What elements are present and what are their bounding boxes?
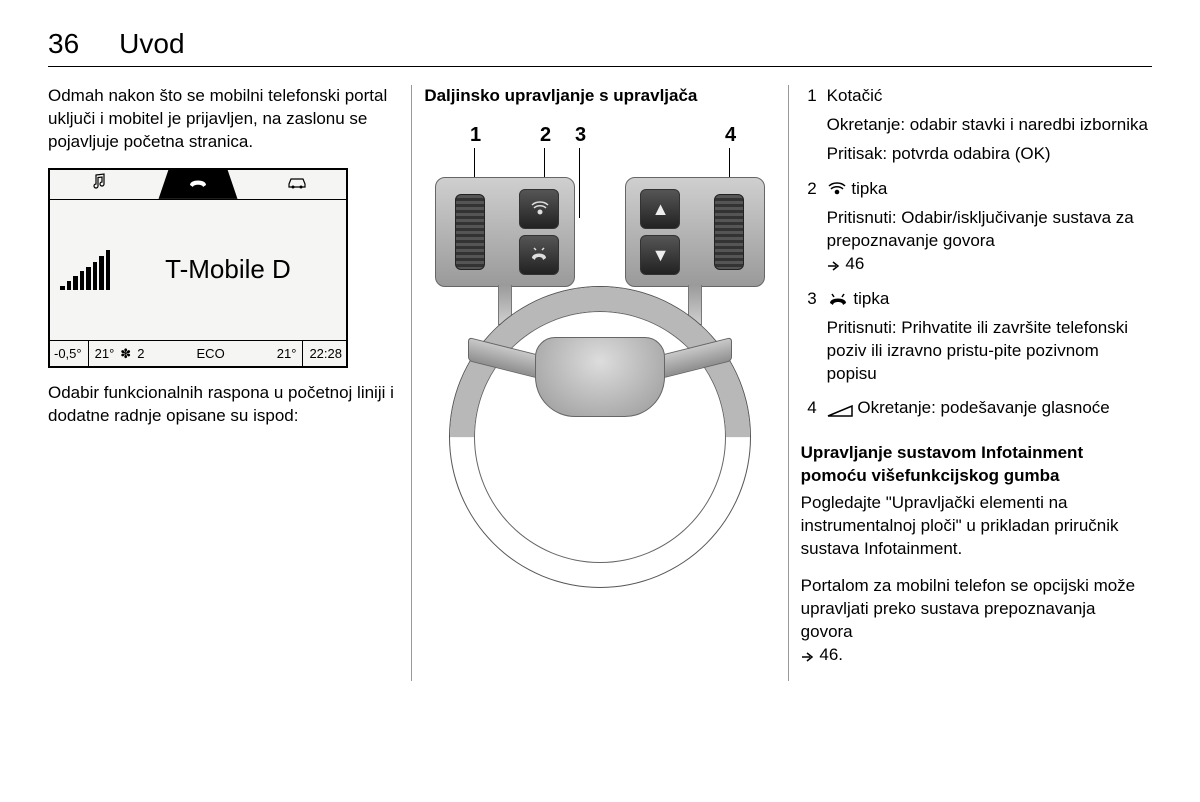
callout-2: 2 [540, 122, 551, 149]
status-clock: 22:28 [309, 345, 342, 363]
page-header: 36 Uvod [48, 28, 1152, 67]
col2-heading: Daljinsko upravljanje s upravljača [424, 85, 775, 108]
content-columns: Odmah nakon što se mobilni telefonski po… [48, 85, 1152, 681]
page-ref-icon [827, 253, 841, 276]
up-button: ▲ [640, 189, 680, 229]
page-ref: 46. [819, 645, 843, 664]
carrier-name: T-Mobile D [110, 252, 346, 287]
leader-3 [579, 148, 580, 218]
volume-icon [827, 398, 853, 421]
page-ref-icon [801, 644, 815, 667]
legend-title-row: tipka [827, 288, 1152, 311]
tab-phone-active [149, 170, 248, 199]
signal-icon [50, 250, 110, 290]
legend-item-1: 1 Kotačić Okretanje: odabir stavki i nar… [801, 85, 1152, 172]
legend-title: Okretanje: podešavanje glasnoće [857, 398, 1109, 417]
legend-num: 1 [801, 85, 817, 172]
column-3: 1 Kotačić Okretanje: odabir stavki i nar… [789, 85, 1152, 681]
intro-paragraph: Odmah nakon što se mobilni telefonski po… [48, 85, 399, 154]
legend-line: Okretanje: odabir stavki i naredbi izbor… [827, 114, 1152, 137]
page-ref: 46 [845, 254, 864, 273]
display-body: T-Mobile D [50, 200, 346, 340]
down-button: ▼ [640, 235, 680, 275]
status-fan-level: 2 [137, 345, 144, 363]
column-2: Daljinsko upravljanje s upravljača 1 2 3… [411, 85, 788, 681]
legend-num: 3 [801, 288, 817, 392]
legend-num: 2 [801, 178, 817, 282]
sub-paragraph-2: Portalom za mobilni telefon se opcijski … [801, 575, 1152, 667]
status-temp-left: 21° [95, 345, 115, 363]
thumbwheel-right [714, 194, 744, 270]
control-pad-left [435, 177, 575, 287]
below-paragraph: Odabir funkcionalnih raspona u početnoj … [48, 382, 399, 428]
legend-line: Pritisak: potvrda odabira (OK) [827, 143, 1152, 166]
fan-icon: ✽ [120, 345, 131, 363]
legend-title-row: tipka [827, 178, 1152, 201]
column-1: Odmah nakon što se mobilni telefonski po… [48, 85, 411, 681]
phone-icon [827, 288, 849, 311]
callout-3: 3 [575, 122, 586, 149]
wheel-hub [535, 337, 665, 417]
status-temp-out: -0,5° [54, 345, 82, 363]
legend-title-row: Okretanje: podešavanje glasnoće [827, 397, 1152, 420]
sub-heading: Upravljanje sustavom Infotainment pomoću… [801, 442, 1152, 488]
legend-title: Kotačić [827, 85, 1152, 108]
legend-item-4: 4 Okretanje: podešavanje glasnoće [801, 397, 1152, 426]
display-tabs [50, 170, 346, 200]
legend-line: Pritisnuti: Prihvatite ili završite tele… [827, 317, 1152, 386]
car-icon [286, 173, 308, 196]
sub-p2-text: Portalom za mobilni telefon se opcijski … [801, 576, 1135, 641]
chapter-title: Uvod [119, 28, 184, 60]
voice-icon [827, 178, 847, 201]
sub-paragraph-1: Pogledajte "Upravljački elementi na inst… [801, 492, 1152, 561]
callout-4: 4 [725, 122, 736, 149]
callout-row: 1 2 3 4 [430, 122, 770, 150]
phone-icon [188, 173, 208, 196]
tab-music [50, 170, 149, 199]
phone-display: T-Mobile D -0,5° 21° ✽ 2 ECO 21° 22:28 [48, 168, 348, 368]
legend-num: 4 [801, 397, 817, 426]
legend-item-2: 2 tipka Pritisnuti: Odabir/isključivanje… [801, 178, 1152, 282]
display-status-bar: -0,5° 21° ✽ 2 ECO 21° 22:28 [50, 340, 346, 366]
legend-line: Pritisnuti: Odabir/isključivanje sustava… [827, 208, 1134, 250]
callout-1: 1 [470, 122, 481, 149]
page-number: 36 [48, 28, 79, 60]
tab-car [247, 170, 346, 199]
legend-title: tipka [851, 179, 887, 198]
wheel-rim [388, 225, 812, 649]
music-icon [90, 172, 108, 197]
thumbwheel-left [455, 194, 485, 270]
status-temp-right: 21° [277, 345, 297, 363]
phone-button [519, 235, 559, 275]
legend-title: tipka [853, 289, 889, 308]
control-pad-right: ▲ ▼ [625, 177, 765, 287]
status-mode: ECO [197, 345, 225, 363]
steering-wheel-figure: 1 2 3 4 [430, 122, 770, 412]
voice-button [519, 189, 559, 229]
legend-item-3: 3 tipka Pritisnuti: Prihvatite ili završ… [801, 288, 1152, 392]
